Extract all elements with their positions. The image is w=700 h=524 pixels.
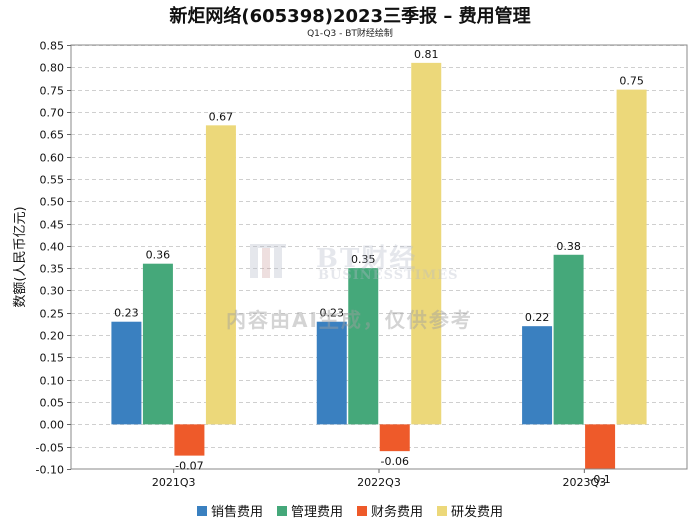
legend-swatch (196, 505, 207, 516)
bar-管理费用-2021Q3 (142, 263, 173, 425)
data-label: 0.35 (351, 253, 376, 266)
data-label: 0.81 (414, 48, 439, 61)
chart-subtitle: Q1-Q3 - BT财经绘制 (307, 29, 393, 39)
x-tick-label: 2021Q3 (152, 476, 196, 489)
grid-layer (71, 45, 687, 448)
data-label: 0.75 (619, 75, 644, 88)
bar-研发费用-2023Q3 (616, 89, 647, 425)
data-label: 0.36 (146, 249, 171, 262)
bar-销售费用-2022Q3 (316, 321, 347, 425)
bar-管理费用-2022Q3 (348, 268, 379, 425)
labels-layer: 0.23 0.36 -0.07 0.67 0.23 0.35 -0.06 0.81 0.22 0.… (114, 48, 644, 486)
legend-swatch (437, 505, 448, 516)
legend: 销售费用 管理费用 财务费用 研发费用 (0, 501, 700, 520)
legend-item: 财务费用 (357, 501, 423, 520)
legend-swatch (276, 505, 287, 516)
bar-管理费用-2023Q3 (553, 254, 584, 425)
y-tick-label: -0.10 (36, 464, 64, 477)
legend-label: 研发费用 (451, 505, 504, 520)
x-tick-label: 2022Q3 (357, 476, 401, 489)
data-label: -0.07 (175, 460, 203, 473)
y-tick-label: 0.30 (40, 285, 65, 298)
data-label: 0.38 (556, 240, 581, 253)
legend-label: 销售费用 (210, 505, 263, 520)
legend-swatch (357, 505, 367, 516)
y-tick-label: 0.75 (40, 85, 65, 98)
y-tick-label: 0.25 (40, 308, 65, 321)
bar-研发费用-2021Q3 (205, 125, 236, 425)
chart-title: 新炬网络(605398)2023三季报 – 费用管理 (169, 6, 531, 27)
x-tick-label: 2023Q3 (563, 476, 607, 489)
watermark-ai-note: 内容由AI生成，仅供参考 (226, 308, 473, 332)
bar-财务费用-2022Q3 (379, 424, 410, 452)
legend-item: 研发费用 (437, 501, 503, 520)
y-tick-label: 0.70 (40, 107, 65, 120)
data-label: 0.67 (209, 110, 234, 123)
y-tick-label: 0.55 (40, 174, 65, 187)
y-tick-label: 0.40 (40, 241, 65, 254)
legend-label: 财务费用 (371, 505, 424, 520)
y-tick-label: 0.00 (40, 419, 65, 432)
y-tick-label: 0.65 (40, 129, 65, 142)
y-tick-label: -0.05 (36, 442, 64, 455)
bars-layer (111, 62, 647, 469)
y-tick-label: 0.15 (40, 352, 65, 365)
data-label: -0.1 (589, 473, 610, 486)
axes-layer: -0.10 -0.05 0.00 0.05 0.10 0.15 0.20 0.25 0.30 0.… (13, 40, 688, 489)
y-tick-label: 0.20 (40, 330, 65, 343)
legend-item: 销售费用 (196, 501, 263, 520)
y-tick-label: 0.45 (40, 219, 65, 232)
bar-研发费用-2022Q3 (411, 62, 442, 425)
y-tick-label: 0.50 (40, 196, 65, 209)
bar-财务费用-2021Q3 (174, 424, 205, 456)
y-tick-label: 0.05 (40, 397, 65, 410)
data-label: 0.23 (320, 307, 345, 320)
y-axis-title: 数额(人民币亿元) (13, 206, 28, 307)
legend-item: 管理费用 (276, 501, 343, 520)
y-tick-label: 0.35 (40, 263, 65, 276)
legend-label: 管理费用 (290, 505, 343, 520)
bar-销售费用-2021Q3 (111, 321, 142, 425)
y-tick-label: 0.85 (40, 40, 65, 53)
y-tick-label: 0.60 (40, 152, 65, 165)
data-label: 0.23 (114, 307, 139, 320)
y-tick-label: 0.10 (40, 375, 65, 388)
data-label: -0.06 (381, 455, 409, 468)
bar-财务费用-2023Q3 (585, 424, 616, 469)
data-label: 0.22 (525, 311, 550, 324)
y-tick-label: 0.80 (40, 62, 65, 75)
bar-销售费用-2023Q3 (522, 326, 553, 425)
